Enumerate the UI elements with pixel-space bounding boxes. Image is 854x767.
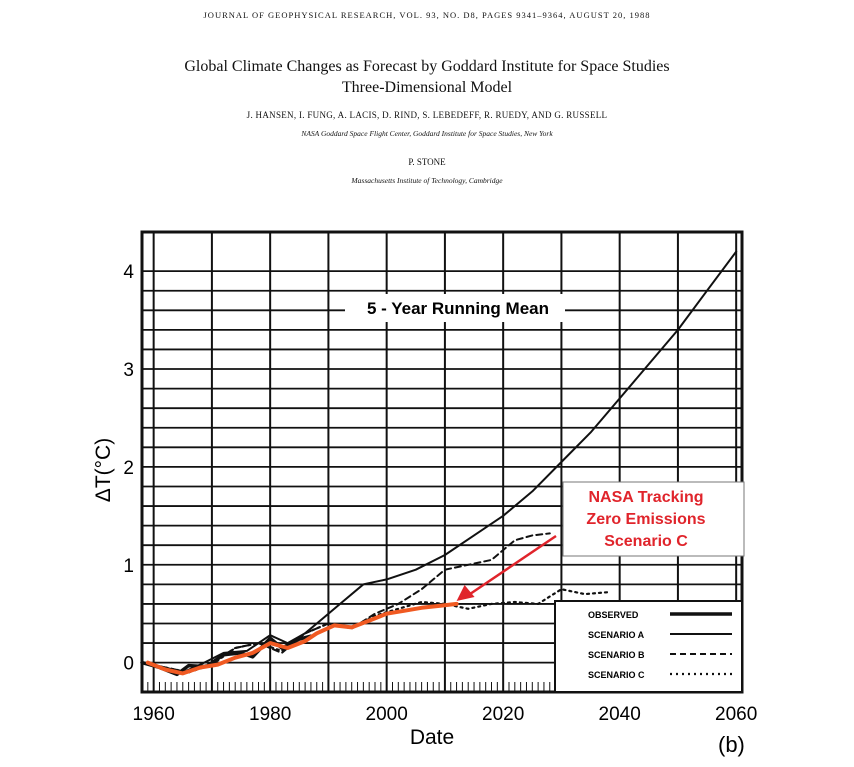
legend-label: SCENARIO B xyxy=(588,650,645,660)
annotation-arrow xyxy=(467,534,557,597)
x-tick-label: 2020 xyxy=(482,704,524,725)
legend-box xyxy=(554,600,743,693)
y-tick-label: 1 xyxy=(123,556,134,577)
legend-label: SCENARIO A xyxy=(588,630,645,640)
x-tick-label: 1980 xyxy=(249,704,291,725)
x-tick-label: 2060 xyxy=(715,704,757,725)
legend-label: SCENARIO C xyxy=(588,670,645,680)
affiliation-mit: Massachusetts Institute of Technology, C… xyxy=(351,176,503,185)
legend: OBSERVED SCENARIO A SCENARIO B SCENARIO C xyxy=(554,600,743,693)
series-layer xyxy=(140,250,738,677)
chart-title: 5 - Year Running Mean xyxy=(367,299,549,318)
journal-header: JOURNAL OF GEOPHYSICAL RESEARCH, VOL. 93… xyxy=(203,10,651,20)
series-line-5 xyxy=(145,601,459,676)
y-tick-label: 4 xyxy=(123,262,134,283)
annotation-box xyxy=(562,481,745,557)
legend-label: OBSERVED xyxy=(588,610,639,620)
x-tick-label: 2040 xyxy=(599,704,641,725)
y-tick-label: 0 xyxy=(123,654,134,675)
annotation-line: Scenario C xyxy=(604,533,688,550)
y-tick-label: 2 xyxy=(123,458,134,479)
y-axis-label: ΔT(°C) xyxy=(92,438,115,502)
tick-labels: 1960 1980 2000 2020 2040 2060 0 1 2 3 4 xyxy=(123,262,757,725)
chart-title-background xyxy=(345,294,565,322)
author-stone: P. STONE xyxy=(408,157,446,167)
affiliation-nasa: NASA Goddard Space Flight Center, Goddar… xyxy=(301,129,553,138)
x-tick-label: 2000 xyxy=(366,704,408,725)
paper-title-line2: Three-Dimensional Model xyxy=(341,79,513,96)
paper-title-line1: Global Climate Changes as Forecast by Go… xyxy=(184,58,670,75)
series-line-2 xyxy=(141,250,738,674)
annotation: NASA Tracking Zero Emissions Scenario C xyxy=(456,481,745,601)
x-tick-label: 1960 xyxy=(133,704,175,725)
author-list: J. HANSEN, I. FUNG, A. LACIS, D. RIND, S… xyxy=(246,110,608,120)
annotation-line: Zero Emissions xyxy=(586,511,705,528)
series-line-4 xyxy=(140,588,610,674)
x-axis-label: Date xyxy=(410,726,454,749)
annotation-line: NASA Tracking xyxy=(589,489,704,506)
annotation-arrowhead xyxy=(456,584,475,601)
y-tick-label: 3 xyxy=(123,360,134,381)
panel-label: (b) xyxy=(718,732,745,757)
